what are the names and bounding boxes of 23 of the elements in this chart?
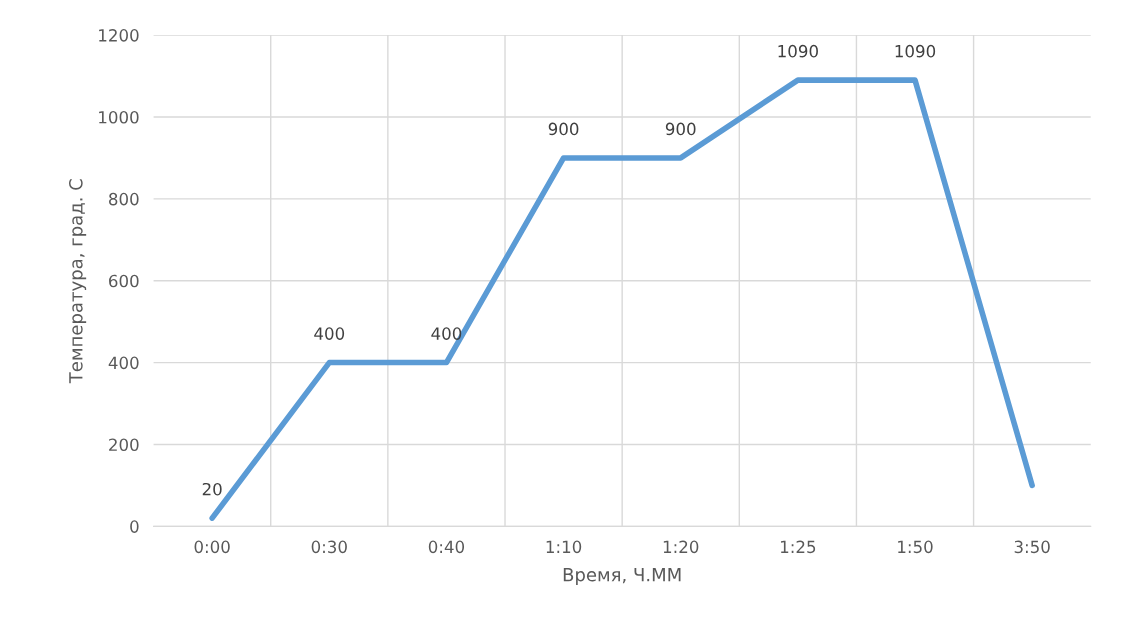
x-tick-label: 0:40: [428, 540, 465, 554]
x-tick-label: 1:50: [898, 540, 933, 554]
data-label: 900: [548, 122, 579, 136]
data-label: 1090: [778, 44, 818, 58]
y-tick-label: 0: [130, 520, 139, 533]
x-tick-label: 1:25: [780, 540, 816, 554]
data-label: 1090: [895, 44, 936, 58]
x-axis-title: Время, Ч.ММ: [563, 568, 681, 585]
y-tick-label: 200: [109, 438, 139, 452]
y-axis-title: Температура, град. С: [69, 179, 87, 384]
x-tick-label: 3:50: [1014, 540, 1050, 554]
y-tick-label: 1200: [99, 29, 139, 42]
data-label: 400: [314, 327, 345, 340]
x-tick-label: 0:00: [194, 540, 230, 554]
y-tick-label: 600: [109, 274, 139, 288]
y-tick-label: 400: [108, 356, 139, 370]
y-tick-label: 800: [109, 192, 139, 206]
data-label: 20: [202, 482, 222, 496]
x-tick-label: 0:30: [311, 540, 347, 554]
data-label: 900: [665, 122, 696, 136]
x-tick-label: 1:20: [663, 540, 699, 554]
y-tick-label: 1000: [99, 110, 139, 124]
x-tick-label: 1:10: [546, 540, 582, 554]
